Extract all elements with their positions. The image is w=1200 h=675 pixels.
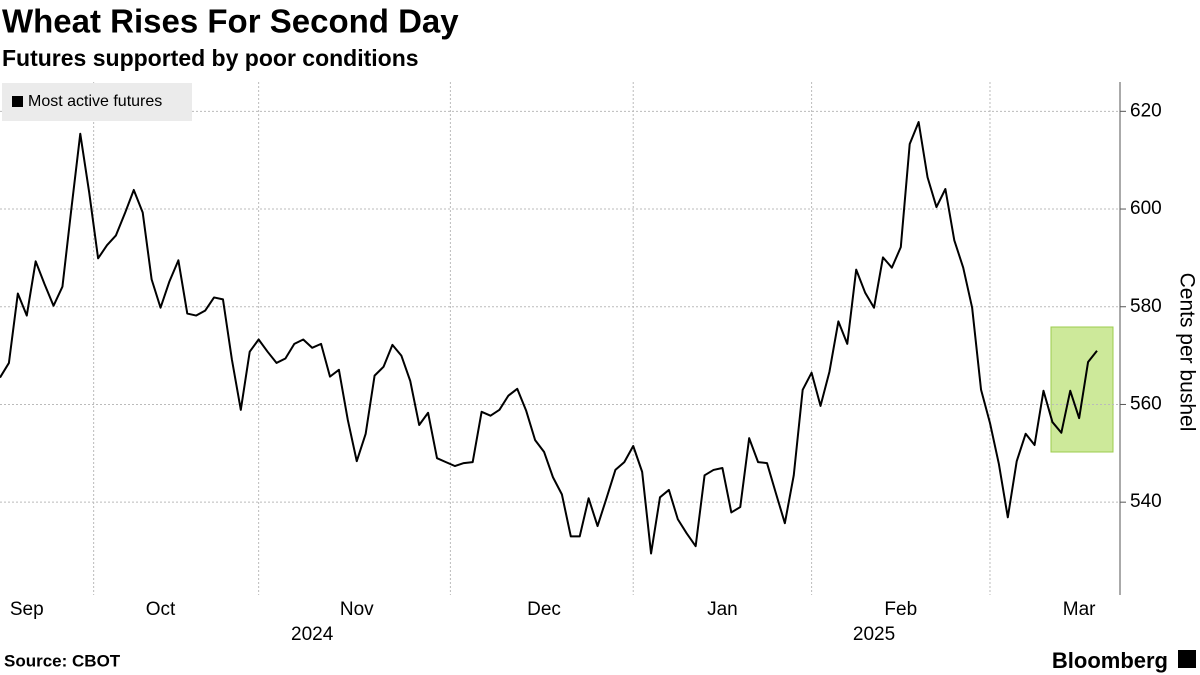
source: Source: CBOT (4, 651, 121, 670)
brand-icon (1178, 650, 1196, 668)
x-year-label: 2025 (853, 624, 895, 645)
data-line (0, 121, 1098, 555)
y-tick-label: 540 (1130, 491, 1162, 512)
legend: Most active futures (2, 83, 192, 121)
legend-box (2, 83, 192, 121)
chart-title: Wheat Rises For Second Day (2, 3, 459, 40)
x-tick-label: Jan (707, 599, 738, 620)
brand: Bloomberg (1052, 648, 1168, 673)
x-tick-label: Oct (146, 599, 176, 620)
legend-label: Most active futures (28, 93, 162, 110)
y-tick-label: 600 (1130, 198, 1162, 219)
chart-subtitle: Futures supported by poor conditions (2, 45, 419, 71)
y-axis-label: Cents per bushel (1175, 273, 1198, 432)
y-tick-label: 580 (1130, 296, 1162, 317)
x-tick-label: Mar (1063, 599, 1096, 620)
y-tick-label: 620 (1130, 100, 1162, 121)
x-tick-label: Sep (10, 599, 44, 620)
grid-layer (0, 82, 1120, 595)
legend-swatch (12, 96, 23, 107)
highlight-box (1050, 326, 1114, 453)
x-year-label: 2024 (291, 624, 334, 645)
x-tick-label: Nov (340, 599, 374, 620)
x-tick-label: Dec (527, 599, 561, 620)
x-tick-label: Feb (884, 599, 917, 620)
y-tick-label: 560 (1130, 393, 1162, 414)
